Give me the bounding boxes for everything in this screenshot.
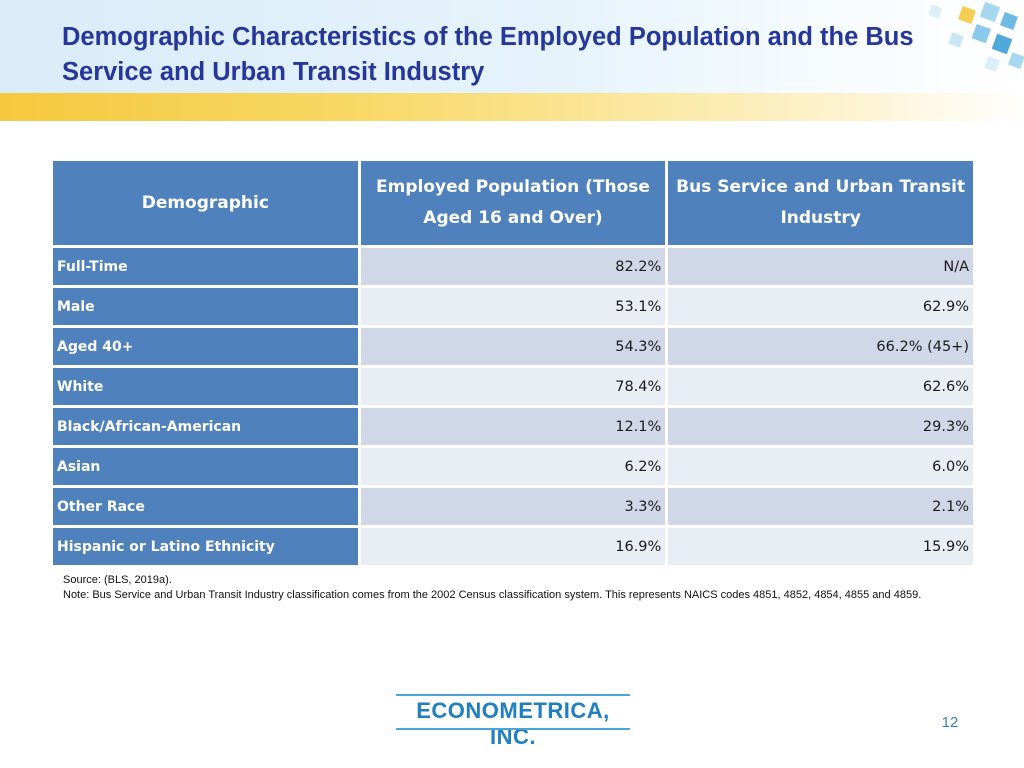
- corner-decoration-graphic: [928, 1, 1024, 72]
- employed-value: 53.1%: [360, 288, 666, 325]
- transit-value: 62.6%: [668, 368, 973, 405]
- table-header-row: Demographic Employed Population (Those A…: [53, 161, 973, 245]
- header-bus-transit-industry: Bus Service and Urban Transit Industry: [668, 161, 973, 245]
- employed-value: 16.9%: [360, 528, 666, 565]
- footnotes: Source: (BLS, 2019a). Note: Bus Service …: [63, 573, 963, 603]
- table-row: White 78.4% 62.6%: [53, 368, 973, 405]
- header-band: [0, 0, 1024, 93]
- header-demographic: Demographic: [53, 161, 358, 245]
- demographics-table-container: Demographic Employed Population (Those A…: [53, 161, 973, 565]
- table-row: Asian 6.2% 6.0%: [53, 448, 973, 485]
- table-row: Black/African-American 12.1% 29.3%: [53, 408, 973, 445]
- logo-top-rule: [396, 694, 630, 696]
- transit-value: 6.0%: [668, 448, 973, 485]
- transit-value: 15.9%: [668, 528, 973, 565]
- transit-value: 62.9%: [668, 288, 973, 325]
- employed-value: 6.2%: [360, 448, 666, 485]
- table-row: Other Race 3.3% 2.1%: [53, 488, 973, 525]
- row-label: Full-Time: [53, 248, 358, 285]
- table-row: Full-Time 82.2% N/A: [53, 248, 973, 285]
- employed-value: 78.4%: [360, 368, 666, 405]
- table-row: Hispanic or Latino Ethnicity 16.9% 15.9%: [53, 528, 973, 565]
- econometrica-logo: ECONOMETRICA, INC.: [396, 694, 630, 749]
- header-employed-population: Employed Population (Those Aged 16 and O…: [360, 161, 666, 245]
- classification-note: Note: Bus Service and Urban Transit Indu…: [63, 589, 922, 601]
- row-label: Other Race: [53, 488, 358, 525]
- transit-value: 2.1%: [668, 488, 973, 525]
- row-label: Male: [53, 288, 358, 325]
- row-label: Black/African-American: [53, 408, 358, 445]
- transit-value: 29.3%: [668, 408, 973, 445]
- table-row: Aged 40+ 54.3% 66.2% (45+): [53, 328, 973, 365]
- transit-value: 66.2% (45+): [668, 328, 973, 365]
- row-label: Asian: [53, 448, 358, 485]
- employed-value: 54.3%: [360, 328, 666, 365]
- page-number: 12: [941, 714, 959, 731]
- row-label: White: [53, 368, 358, 405]
- employed-value: 12.1%: [360, 408, 666, 445]
- logo-bottom-rule: [396, 728, 630, 730]
- logo-text: ECONOMETRICA, INC.: [416, 698, 610, 749]
- row-label: Aged 40+: [53, 328, 358, 365]
- row-label: Hispanic or Latino Ethnicity: [53, 528, 358, 565]
- slide-title: Demographic Characteristics of the Emplo…: [62, 23, 914, 86]
- demographics-table: Demographic Employed Population (Those A…: [50, 158, 976, 568]
- transit-value: N/A: [668, 248, 973, 285]
- accent-band: [0, 93, 1024, 121]
- employed-value: 82.2%: [360, 248, 666, 285]
- employed-value: 3.3%: [360, 488, 666, 525]
- table-row: Male 53.1% 62.9%: [53, 288, 973, 325]
- source-note: Source: (BLS, 2019a).: [63, 574, 172, 586]
